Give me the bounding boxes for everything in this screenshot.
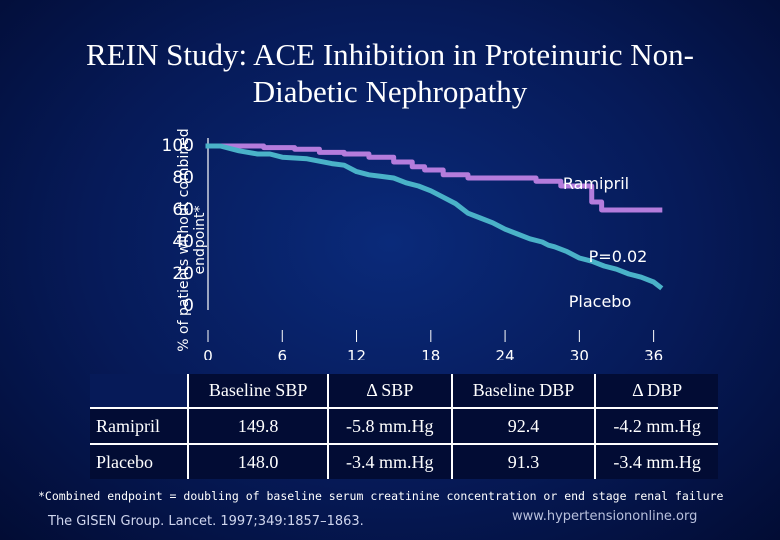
survival-chart: 100 80 60 40 20 0 0 6 12 18 24 30 36 Ramipril P=0.02 Pl… (162, 136, 664, 360)
table-header-baseline-sbp: Baseline SBP (187, 374, 328, 408)
citation: The GISEN Group. Lancet. 1997;349:1857–1… (48, 514, 364, 529)
y-tick-label: 40 (172, 232, 194, 252)
x-tick-label: 6 (277, 347, 287, 360)
table-cell: 91.3 (450, 443, 596, 479)
y-tick-label: 80 (172, 168, 194, 188)
blood-pressure-table: Baseline SBP Δ SBP Baseline DBP Δ DBP Ra… (90, 374, 718, 479)
table-header-delta-sbp: Δ SBP (326, 374, 452, 408)
series-line-placebo (205, 143, 664, 291)
table-cell: 149.8 (187, 407, 328, 444)
annotation-ramipril: Ramipril (563, 174, 629, 193)
x-tick-label: 30 (570, 347, 589, 360)
table-row-label: Ramipril (90, 407, 189, 444)
footnote: *Combined endpoint = doubling of baselin… (38, 489, 724, 503)
table-cell: 148.0 (187, 443, 328, 479)
y-tick-label: 100 (162, 136, 194, 156)
table-header-row: Baseline SBP Δ SBP Baseline DBP Δ DBP (90, 374, 718, 408)
table-header-baseline-dbp: Baseline DBP (450, 374, 596, 408)
table-cell: -3.4 mm.Hg (594, 443, 718, 479)
x-tick-label: 24 (496, 347, 515, 360)
table-row: Ramipril 149.8 -5.8 mm.Hg 92.4 -4.2 mm.H… (90, 407, 718, 444)
table-cell: 92.4 (450, 407, 596, 444)
series-line-ramipril (205, 143, 663, 213)
annotation-p-value: P=0.02 (589, 247, 648, 266)
y-tick-label: 60 (172, 200, 194, 220)
x-tick-label: 18 (421, 347, 440, 360)
y-tick-label: 20 (172, 264, 194, 284)
table-cell: -5.8 mm.Hg (326, 407, 452, 444)
table-header-empty (90, 374, 189, 408)
y-tick-label: 0 (183, 296, 194, 316)
table-row: Placebo 148.0 -3.4 mm.Hg 91.3 -3.4 mm.Hg (90, 443, 718, 479)
table-cell: -3.4 mm.Hg (326, 443, 452, 479)
x-tick-label: 0 (203, 347, 213, 360)
slide-title: REIN Study: ACE Inhibition in Proteinuri… (86, 37, 694, 109)
x-tick-label: 12 (347, 347, 366, 360)
x-tick-label: 36 (644, 347, 663, 360)
website-url: www.hypertensiononline.org (512, 509, 698, 524)
annotation-placebo: Placebo (569, 292, 631, 311)
table-row-label: Placebo (90, 443, 189, 479)
table-header-delta-dbp: Δ DBP (594, 374, 718, 408)
table-cell: -4.2 mm.Hg (594, 407, 718, 444)
